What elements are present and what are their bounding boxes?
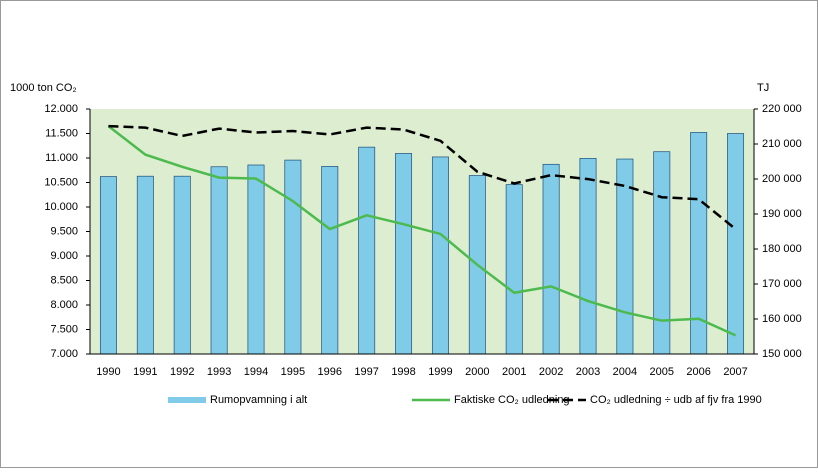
x-tick-label: 2001	[502, 366, 526, 378]
x-tick-label: 1997	[354, 366, 378, 378]
x-tick-label: 1992	[170, 366, 194, 378]
bar	[653, 151, 671, 355]
x-tick-label: 2005	[650, 366, 674, 378]
y2-tick-label: 160 000	[762, 313, 802, 325]
bar	[505, 184, 523, 355]
y-tick-label: 10.000	[44, 201, 78, 213]
legend-swatch	[168, 397, 206, 403]
x-tick-label: 2003	[576, 366, 600, 378]
line	[107, 125, 737, 337]
bar	[247, 164, 265, 355]
x-tick-label: 1993	[207, 366, 231, 378]
y2-tick-label: 170 000	[762, 278, 802, 290]
y-tick-label: 7.500	[50, 323, 78, 335]
y-tick-label: 9.500	[50, 225, 78, 237]
bar	[727, 133, 745, 355]
bar	[431, 156, 449, 355]
y-tick-label: 9.000	[50, 250, 78, 262]
bar	[358, 146, 376, 355]
y2-axis-label: TJ	[757, 82, 769, 94]
bar	[321, 166, 339, 355]
bar	[284, 159, 302, 355]
x-tick-label: 2004	[613, 366, 637, 378]
y-tick-label: 10.500	[44, 176, 78, 188]
x-tick-label: 2007	[723, 366, 747, 378]
legend-label: Faktiske CO₂ udledning	[454, 394, 570, 406]
y-axis-label: 1000 ton CO₂	[10, 82, 77, 94]
y-tick-label: 11.500	[45, 127, 78, 139]
x-tick-label: 1996	[318, 366, 342, 378]
bar	[579, 158, 597, 355]
plot-area	[90, 109, 754, 354]
bar	[136, 175, 154, 355]
x-tick-label: 2006	[686, 366, 710, 378]
y-tick-label: 8.000	[50, 299, 78, 311]
legend-label: CO₂ udledning ÷ udb af fjv fra 1990	[590, 394, 762, 406]
line	[108, 124, 737, 231]
y-tick-label: 7.000	[50, 348, 78, 360]
y-tick-label: 8.500	[50, 274, 78, 286]
y2-tick-label: 220 000	[762, 103, 802, 115]
legend-label: Rumopvamning i alt	[210, 394, 307, 406]
y2-tick-label: 180 000	[762, 243, 802, 255]
bar	[99, 176, 117, 355]
bar	[210, 166, 228, 355]
x-tick-label: 1991	[133, 366, 157, 378]
x-tick-label: 2002	[539, 366, 563, 378]
x-tick-label: 1994	[244, 366, 268, 378]
bar	[173, 175, 191, 355]
y2-tick-label: 210 000	[762, 138, 802, 150]
y-tick-label: 12.000	[44, 103, 78, 115]
x-tick-label: 1998	[391, 366, 415, 378]
x-tick-label: 1999	[428, 366, 452, 378]
bar	[395, 153, 413, 355]
bar	[542, 163, 560, 355]
x-tick-label: 2000	[465, 366, 489, 378]
y-tick-label: 11.000	[45, 152, 78, 164]
y2-tick-label: 200 000	[762, 173, 802, 185]
x-tick-label: 1990	[96, 366, 120, 378]
x-tick-label: 1995	[281, 366, 305, 378]
y2-tick-label: 190 000	[762, 208, 802, 220]
y2-tick-label: 150 000	[762, 348, 802, 360]
